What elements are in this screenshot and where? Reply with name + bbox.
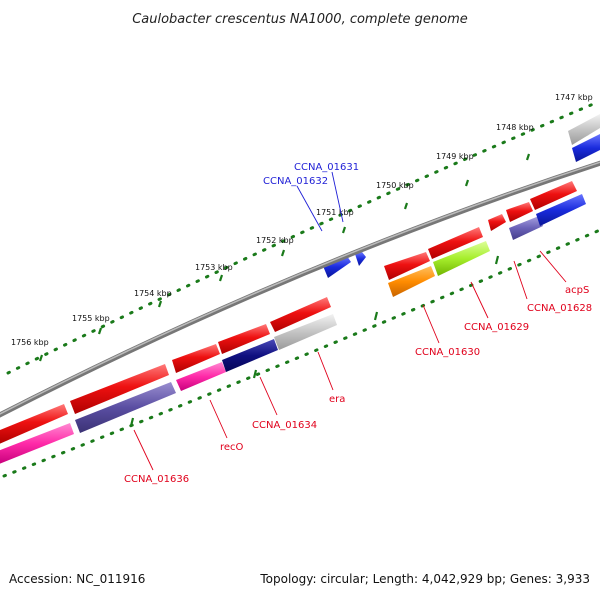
ruler-label-1756: 1756 kbp — [11, 338, 49, 347]
gene-gray-top[interactable] — [568, 114, 600, 145]
ruler-label-1747: 1747 kbp — [555, 93, 593, 102]
gene-ccna-01629[interactable] — [433, 241, 490, 276]
gene-label-ccna-01632[interactable]: CCNA_01632 — [263, 176, 328, 187]
ruler-label-1751: 1751 kbp — [316, 208, 354, 217]
cds-arrow[interactable] — [506, 202, 533, 222]
gene-label-ccna-01634[interactable]: CCNA_01634 — [252, 420, 317, 431]
ruler-label-1752: 1752 kbp — [256, 236, 294, 245]
inner-ruler-track — [2, 228, 600, 478]
gene-blue-top[interactable] — [572, 134, 600, 162]
gene-pink-left[interactable] — [0, 423, 74, 464]
gene-reco[interactable] — [176, 362, 226, 391]
ruler-label-1754: 1754 kbp — [134, 289, 172, 298]
cds-arrow[interactable] — [488, 214, 506, 231]
accession-text: Accession: NC_011916 — [9, 572, 146, 586]
gene-label-ccna-01629[interactable]: CCNA_01629 — [464, 322, 529, 333]
gene-label-ccna-01628[interactable]: CCNA_01628 — [527, 303, 592, 314]
gene-acps[interactable] — [536, 194, 586, 226]
gene-label-ccna-01636[interactable]: CCNA_01636 — [124, 474, 189, 485]
cds-arrow[interactable] — [530, 181, 577, 210]
gene-ccna-01636[interactable] — [75, 382, 176, 433]
gene-ccna-01631[interactable] — [355, 252, 366, 266]
cds-arrow[interactable] — [270, 297, 331, 332]
cds-arrow[interactable] — [384, 252, 430, 280]
cds-arrow[interactable] — [172, 344, 220, 373]
ruler-label-1750: 1750 kbp — [376, 181, 414, 190]
cds-arrow[interactable] — [0, 404, 68, 444]
cds-arrow[interactable] — [218, 324, 270, 354]
gene-label-ccna-01630[interactable]: CCNA_01630 — [415, 347, 480, 358]
reverse-strand-genes — [0, 194, 586, 464]
gene-label-ccna-01631[interactable]: CCNA_01631 — [294, 162, 359, 173]
gene-ccna-01632[interactable] — [323, 256, 351, 278]
gene-ccna-01634[interactable] — [222, 339, 278, 372]
kbp-ruler-track — [6, 100, 600, 375]
inner-ruler-ticks — [129, 255, 500, 427]
ruler-label-1749: 1749 kbp — [436, 152, 474, 161]
ruler-label-1748: 1748 kbp — [496, 123, 534, 132]
forward-strand-cds — [0, 114, 600, 444]
ruler-label-1755: 1755 kbp — [72, 314, 110, 323]
cds-arrow[interactable] — [70, 364, 169, 414]
map-title: Caulobacter crescentus NA1000, complete … — [132, 12, 468, 27]
genome-summary-text: Topology: circular; Length: 4,042,929 bp… — [260, 572, 590, 586]
ruler-label-1753: 1753 kbp — [195, 263, 233, 272]
genome-backbone — [0, 160, 600, 418]
gene-label-era[interactable]: era — [329, 394, 345, 405]
gene-ccna-01630[interactable] — [388, 266, 435, 297]
gene-leader-lines — [133, 171, 567, 471]
gene-label-reco[interactable]: recO — [220, 442, 244, 453]
cds-arrow[interactable] — [428, 227, 483, 259]
gene-era[interactable] — [274, 314, 337, 350]
gene-ccna-01628[interactable] — [509, 216, 543, 240]
gene-label-acps[interactable]: acpS — [565, 285, 589, 296]
